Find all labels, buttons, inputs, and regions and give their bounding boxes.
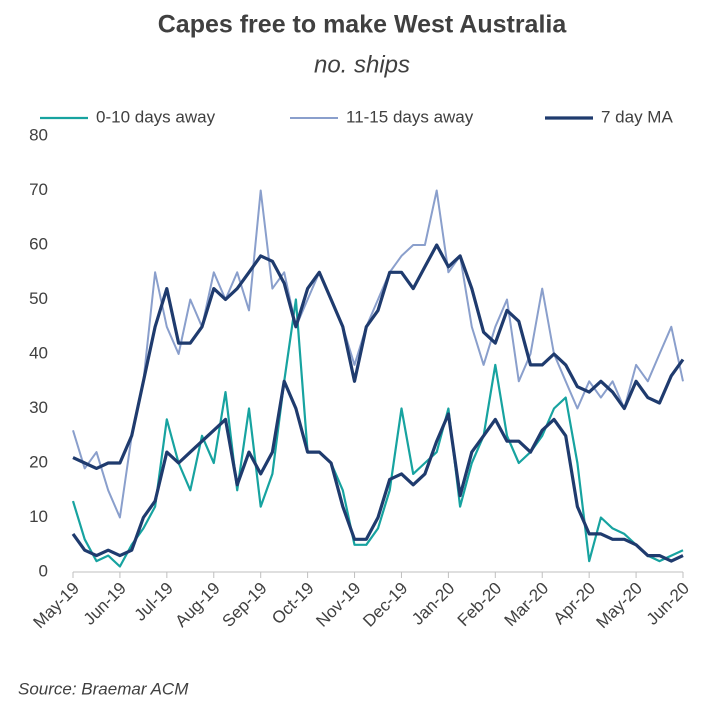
y-tick-label: 0 bbox=[39, 561, 48, 580]
y-tick-label: 40 bbox=[29, 343, 48, 362]
legend-label: 11-15 days away bbox=[346, 107, 474, 126]
x-tick-label: Sep-19 bbox=[218, 579, 270, 631]
x-tick-label: Jun-20 bbox=[643, 579, 693, 629]
series-line bbox=[71, 379, 684, 563]
x-tick-label: May-20 bbox=[593, 579, 647, 633]
legend-label: 7 day MA bbox=[601, 107, 673, 126]
x-tick-label: Aug-19 bbox=[172, 579, 224, 631]
chart-title: Capes free to make West Australia bbox=[158, 11, 568, 39]
series-line bbox=[72, 243, 685, 470]
y-tick-label: 80 bbox=[29, 125, 48, 144]
x-tick-label: Dec-19 bbox=[359, 579, 411, 631]
series-line bbox=[72, 189, 684, 519]
x-tick-label: Jan-20 bbox=[408, 579, 458, 629]
y-tick-label: 70 bbox=[29, 180, 48, 199]
legend: 0-10 days away 11-15 days away 7 day MA bbox=[40, 107, 673, 126]
y-tick-label: 60 bbox=[29, 234, 48, 253]
x-tick-label: Feb-20 bbox=[454, 579, 506, 631]
x-tick-label: May-19 bbox=[29, 579, 83, 633]
x-tick-label: Mar-20 bbox=[501, 579, 553, 631]
source: Source: Braemar ACM bbox=[18, 679, 189, 698]
x-tick-label: Nov-19 bbox=[312, 579, 364, 631]
legend-label: 0-10 days away bbox=[96, 107, 216, 126]
series-line bbox=[71, 298, 684, 568]
y-tick-label: 20 bbox=[29, 452, 48, 471]
y-tick-label: 10 bbox=[29, 507, 48, 526]
chart-subtitle: no. ships bbox=[314, 51, 410, 78]
x-tick-label: Oct-19 bbox=[268, 579, 318, 629]
y-tick-label: 30 bbox=[29, 398, 48, 417]
x-tick-label: Jun-19 bbox=[80, 579, 130, 629]
x-tick-label: Apr-20 bbox=[550, 579, 600, 629]
x-tick-label: Jul-19 bbox=[131, 579, 177, 625]
y-tick-label: 50 bbox=[29, 289, 48, 308]
